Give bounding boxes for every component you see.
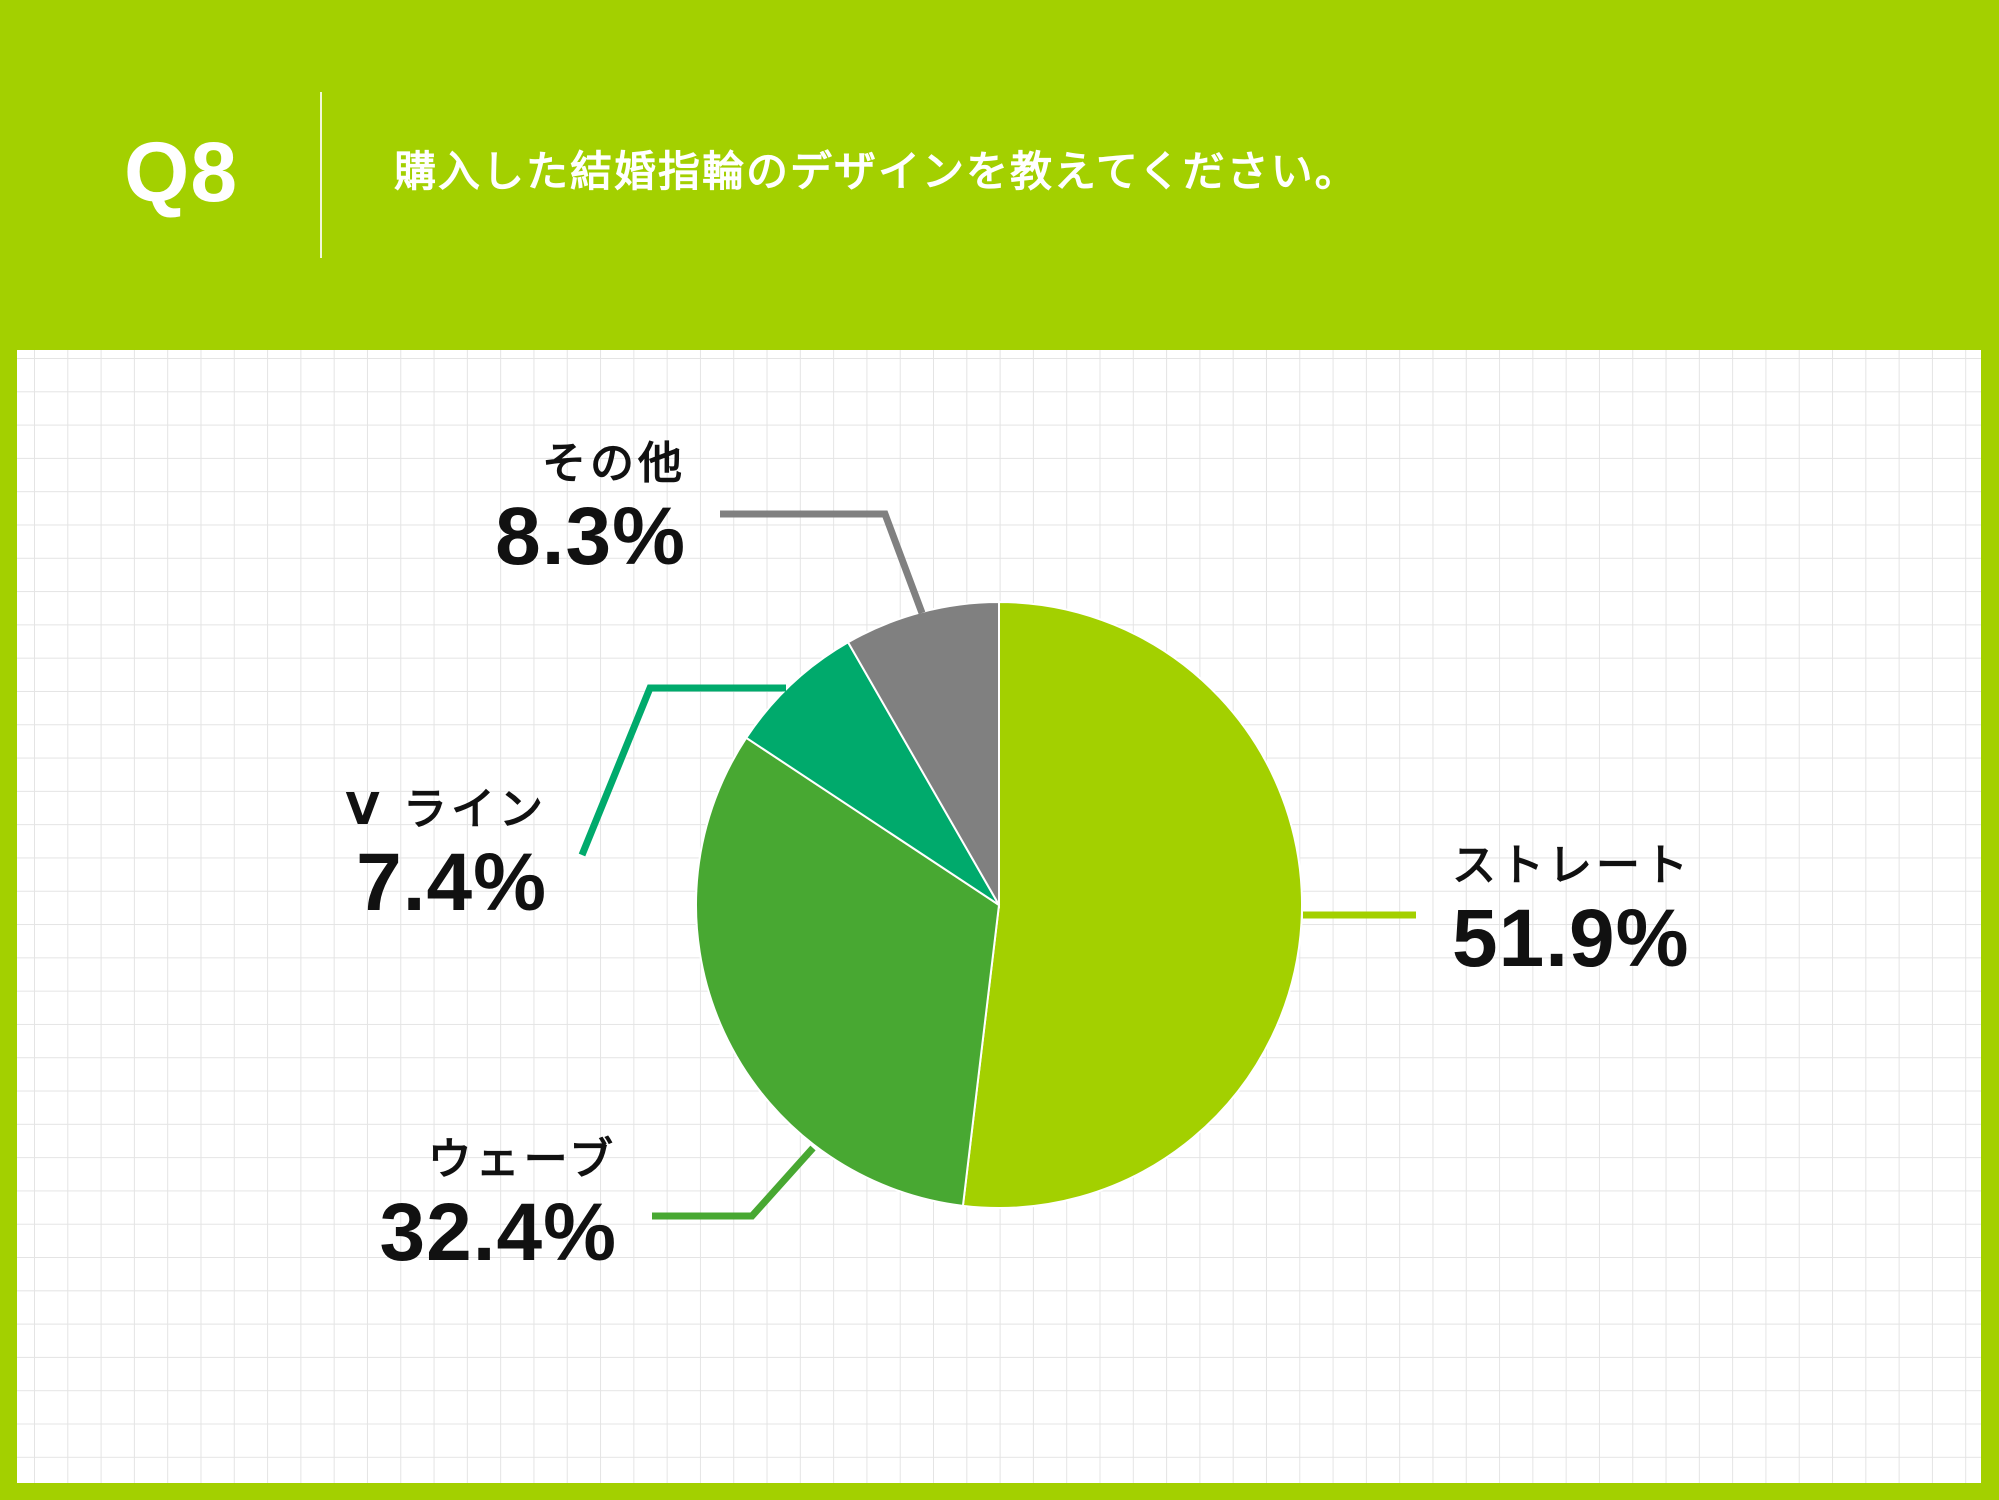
question-number: Q8 xyxy=(124,125,239,219)
label-straight-pct: 51.9% xyxy=(1452,893,1690,984)
leader-line-other xyxy=(720,510,926,615)
label-v-line-name: V ライン xyxy=(345,784,547,835)
label-wave-name: ウェーブ xyxy=(427,1134,617,1185)
label-other-name: その他 xyxy=(542,438,686,489)
label-other: その他 8.3% xyxy=(495,436,686,582)
question-header: Q8 購入した結婚指輪のデザインを教えてください。 xyxy=(0,0,1999,350)
slice-wave xyxy=(695,736,1001,1207)
label-straight-name: ストレート xyxy=(1452,840,1692,891)
slice-v-line xyxy=(744,640,1000,906)
slice-straight xyxy=(961,600,1304,1209)
chart-panel xyxy=(17,350,1981,1483)
leader-line-wave xyxy=(652,1145,816,1220)
label-straight: ストレート 51.9% xyxy=(1452,838,1692,984)
label-v-line: V ライン 7.4% xyxy=(346,782,547,928)
label-wave: ウェーブ 32.4% xyxy=(379,1132,617,1278)
leader-line-v-line xyxy=(578,684,786,857)
label-wave-pct: 32.4% xyxy=(379,1187,617,1278)
question-text: 購入した結婚指輪のデザインを教えてください。 xyxy=(394,147,1359,196)
label-v-line-pct: 7.4% xyxy=(356,837,547,928)
header-divider xyxy=(320,92,322,258)
label-other-pct: 8.3% xyxy=(495,491,686,582)
pie-slices xyxy=(695,600,1304,1209)
